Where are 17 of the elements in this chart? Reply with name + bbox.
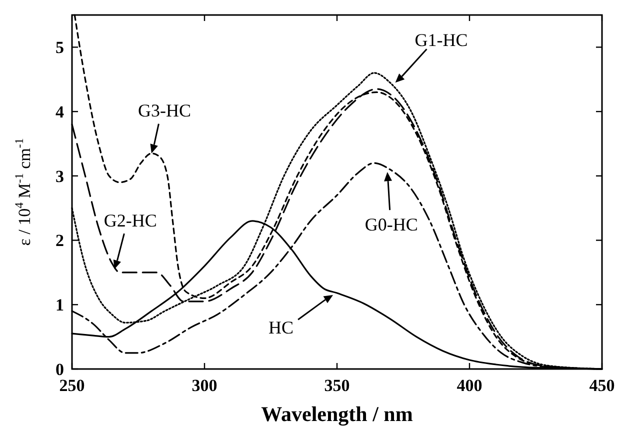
x-tick-label: 300	[192, 376, 218, 395]
x-axis-title: Wavelength / nm	[261, 402, 414, 426]
annotation: G2-HC	[104, 210, 157, 231]
y-tick-label: 3	[56, 166, 64, 186]
x-tick-label: 450	[589, 376, 615, 395]
annotation: G1-HC	[414, 30, 468, 50]
annotation: HC	[268, 317, 294, 338]
y-tick-label: 2	[56, 231, 64, 250]
annotation: G0-HC	[364, 214, 418, 234]
x-tick-label: 250	[59, 376, 85, 395]
y-tick-label: 1	[56, 296, 64, 315]
y-tick-label: 5	[56, 38, 64, 58]
x-tick-label: 400	[456, 376, 482, 395]
x-tick-label: 350	[324, 376, 350, 395]
y-tick-label: 0	[56, 360, 64, 379]
annotation: G3-HC	[138, 100, 191, 121]
y-tick-label: 4	[56, 102, 64, 122]
